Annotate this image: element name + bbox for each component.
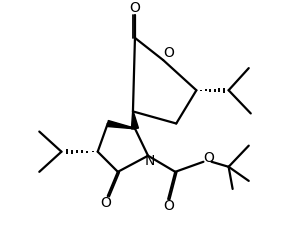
- Polygon shape: [131, 111, 138, 129]
- Text: O: O: [163, 199, 174, 213]
- Text: O: O: [100, 196, 111, 210]
- Text: O: O: [129, 1, 140, 15]
- Polygon shape: [107, 120, 135, 129]
- Text: O: O: [203, 151, 214, 165]
- Text: O: O: [163, 46, 174, 60]
- Text: N: N: [145, 154, 155, 168]
